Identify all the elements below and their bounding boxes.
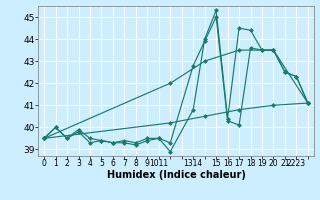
X-axis label: Humidex (Indice chaleur): Humidex (Indice chaleur)	[107, 170, 245, 180]
